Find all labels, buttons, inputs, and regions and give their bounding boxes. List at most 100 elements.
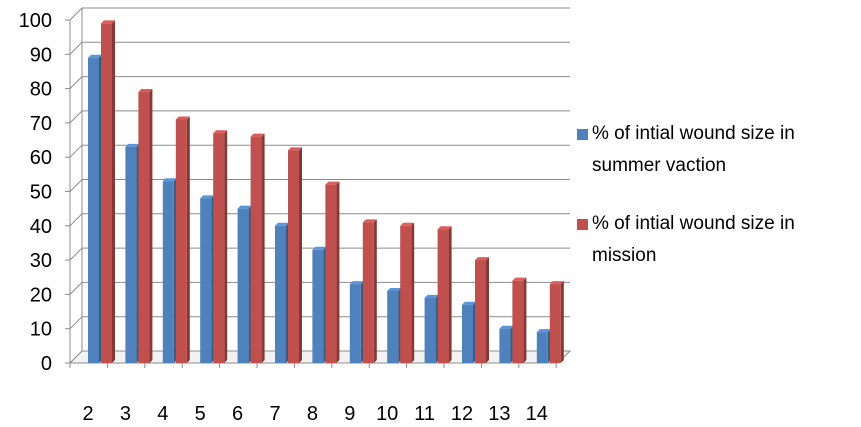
bar-summer-vacation-14 <box>536 329 551 363</box>
bar-top <box>138 89 153 93</box>
bar-front <box>200 198 212 363</box>
bar-summer-vacation-7 <box>275 222 289 363</box>
bar-mission-11 <box>437 226 452 363</box>
bar-top <box>437 226 452 230</box>
bar-summer-vacation-2 <box>88 54 102 363</box>
bar-front <box>437 229 449 363</box>
bar-front <box>424 297 436 363</box>
bar-summer-vacation-6 <box>237 205 252 363</box>
bar-top <box>101 20 115 24</box>
bar-front <box>475 260 486 363</box>
bar-top <box>312 246 327 250</box>
bar-top <box>88 54 102 58</box>
bar-front <box>138 92 150 363</box>
bar-top <box>512 277 527 281</box>
y-tick-label: 30 <box>30 250 52 272</box>
x-tick-label: 12 <box>451 403 473 425</box>
bar-summer-vacation-4 <box>162 178 177 363</box>
bar-mission-6 <box>250 133 265 363</box>
gridline <box>69 41 570 55</box>
bar-front <box>288 150 299 363</box>
bar-front <box>162 181 174 363</box>
y-tick-label: 90 <box>30 44 52 66</box>
bar-top <box>175 116 190 120</box>
legend-swatch-mission <box>577 219 588 230</box>
bar-side <box>336 181 340 363</box>
bar-mission-12 <box>475 257 489 363</box>
bar-top <box>162 178 177 182</box>
bar-side <box>186 116 190 363</box>
bar-front <box>362 222 374 363</box>
bar-side <box>261 133 265 363</box>
legend-label-summer-vacation: % of intial wound size in summer vaction <box>592 123 795 176</box>
legend-label-mission: % of intial wound size in mission <box>592 213 795 266</box>
legend-item-summer-vacation: % of intial wound size in summer vaction <box>577 118 861 182</box>
bar-front <box>536 332 548 363</box>
y-tick-label: 10 <box>30 319 52 341</box>
bar-summer-vacation-10 <box>387 287 402 363</box>
bar-summer-vacation-12 <box>462 301 476 363</box>
x-tick-label: 4 <box>157 403 168 425</box>
y-tick-label: 40 <box>30 216 52 238</box>
legend-swatch-summer-vacation <box>577 129 588 140</box>
bar-side <box>299 147 302 363</box>
bar-side <box>411 222 415 363</box>
bar-front <box>101 23 112 364</box>
bar-front <box>237 208 249 363</box>
bar-top <box>400 222 415 226</box>
bar-top <box>288 147 302 151</box>
legend: % of intial wound size in summer vaction… <box>577 118 861 298</box>
bar-top <box>213 130 228 134</box>
bar-top <box>549 281 564 285</box>
x-tick-label: 7 <box>269 403 280 425</box>
x-tick-label: 5 <box>195 403 206 425</box>
y-tick-label: 100 <box>19 10 52 32</box>
bar-mission-2 <box>101 20 115 364</box>
bar-mission-14 <box>549 281 564 363</box>
bar-top <box>250 133 265 137</box>
bar-front <box>549 284 561 363</box>
bar-front <box>512 280 524 363</box>
bar-front <box>213 133 225 363</box>
bar-side <box>149 89 153 363</box>
bar-summer-vacation-11 <box>424 294 439 363</box>
bar-mission-9 <box>362 219 377 363</box>
bar-side <box>224 130 228 363</box>
bar-top <box>387 287 402 291</box>
y-axis: 0 10 20 30 40 50 60 70 80 90 100 <box>19 10 70 375</box>
bar-front <box>250 136 262 363</box>
bar-summer-vacation-9 <box>349 281 364 363</box>
y-tick-label: 0 <box>41 353 52 375</box>
bar-front <box>312 249 324 363</box>
bar-top <box>475 257 489 261</box>
bar-mission-4 <box>175 116 190 363</box>
bar-top <box>362 219 377 223</box>
bar-mission-8 <box>325 181 340 363</box>
bar-top <box>349 281 364 285</box>
bar-summer-vacation-3 <box>125 143 140 363</box>
x-tick-label: 6 <box>232 403 243 425</box>
bar-front <box>325 184 337 363</box>
bar-top <box>536 329 551 333</box>
bar-mission-7 <box>288 147 302 363</box>
x-tick-label: 3 <box>120 403 131 425</box>
bar-side <box>112 20 115 364</box>
gridline <box>69 7 570 21</box>
bar-top <box>237 205 252 209</box>
bar-front <box>462 304 473 363</box>
x-tick-label: 11 <box>414 403 435 425</box>
bar-front <box>125 146 137 363</box>
x-tick-label: 14 <box>526 403 548 425</box>
y-tick-label: 70 <box>30 113 52 135</box>
bar-top <box>424 294 439 298</box>
bar-front <box>349 284 361 363</box>
bar-summer-vacation-5 <box>200 195 215 363</box>
y-tick-label: 60 <box>30 147 52 169</box>
y-tick-label: 80 <box>30 79 52 101</box>
x-tick-label: 9 <box>344 403 355 425</box>
bar-front <box>400 225 412 363</box>
gridline <box>69 76 570 89</box>
bar-side <box>523 277 527 363</box>
bar-mission-5 <box>213 130 228 363</box>
